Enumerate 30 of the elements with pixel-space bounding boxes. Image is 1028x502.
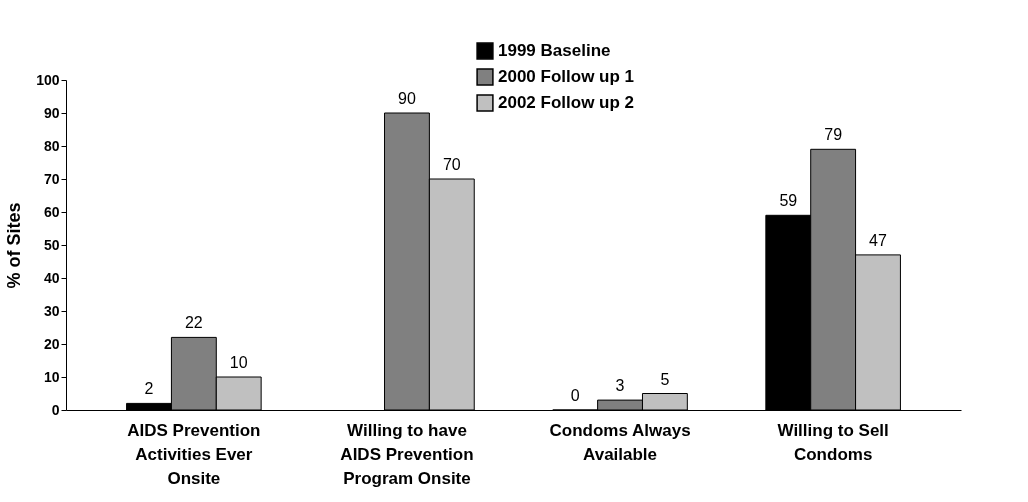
y-tick-label: 100 — [36, 71, 60, 88]
x-tick-label: Willing to have AIDS Prevention Program Onsite — [340, 420, 474, 488]
y-tick-label: 40 — [43, 269, 60, 286]
y-tick-label: 70 — [43, 170, 60, 187]
data-label: 47 — [869, 231, 888, 249]
y-axis-title: % of Sites — [4, 202, 25, 289]
data-label: 2 — [144, 380, 154, 398]
y-tick-label: 20 — [43, 335, 60, 352]
legend-label: 1999 Baseline — [498, 41, 611, 60]
data-label: 59 — [779, 192, 798, 210]
x-tick-label: Condoms Always Available — [549, 420, 691, 464]
x-tick-label: AIDS Prevention Activities Ever Onsite — [127, 420, 261, 488]
data-label: 90 — [398, 90, 416, 107]
data-label: 70 — [442, 156, 461, 173]
x-tick-label: Willing to Sell Condoms — [777, 420, 889, 464]
data-label: 5 — [660, 370, 670, 388]
data-label: 79 — [824, 126, 843, 144]
legend-label: 2002 Follow up 2 — [498, 93, 635, 112]
data-label: 22 — [184, 314, 203, 332]
y-tick-label: 80 — [43, 137, 60, 154]
y-tick-label: 0 — [51, 401, 60, 418]
data-label: 3 — [615, 377, 625, 395]
data-label: 0 — [570, 387, 580, 404]
y-tick-label: 60 — [43, 203, 60, 220]
y-tick-label: 10 — [43, 368, 60, 385]
legend-label: 2000 Follow up 1 — [498, 67, 635, 86]
y-tick-label: 30 — [43, 302, 60, 319]
data-label: 10 — [229, 354, 248, 371]
y-tick-label: 50 — [43, 236, 60, 253]
y-tick-label: 90 — [43, 104, 60, 121]
